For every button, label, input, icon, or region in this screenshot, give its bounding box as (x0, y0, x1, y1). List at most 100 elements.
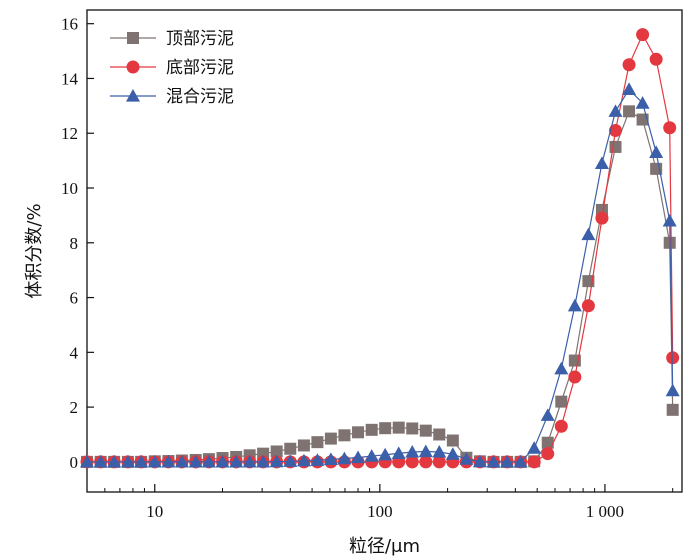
data-point (608, 104, 623, 117)
data-point (609, 140, 622, 153)
data-point (405, 455, 419, 469)
data-point (622, 58, 636, 72)
data-point (636, 113, 649, 126)
series-square (81, 105, 679, 468)
data-point (540, 408, 555, 421)
data-point (595, 211, 609, 225)
data-point (445, 447, 460, 460)
data-point (472, 454, 487, 468)
axes: 0 2 4 6 8 10 12 14 16 10 100 1 000 (61, 15, 674, 521)
y-tick-label: 12 (61, 124, 78, 143)
y-tick-label: 14 (61, 69, 79, 88)
data-point (352, 426, 365, 439)
data-point (188, 454, 203, 468)
data-point (242, 454, 257, 468)
data-point (338, 429, 351, 442)
data-point (486, 454, 501, 468)
data-point (446, 434, 459, 447)
data-point (665, 383, 680, 397)
x-tick-label: 10 (146, 502, 163, 521)
data-point (527, 441, 542, 454)
data-point (554, 419, 568, 433)
x-tick-label: 100 (367, 502, 393, 521)
data-point (419, 424, 432, 437)
data-point (608, 124, 622, 137)
series-triangle (80, 82, 680, 468)
data-point (364, 449, 379, 462)
y-tick-label: 6 (70, 289, 79, 308)
data-point (107, 454, 122, 468)
data-point (649, 52, 663, 66)
data-point (635, 96, 650, 109)
data-point (161, 454, 176, 468)
data-point (405, 445, 420, 458)
data-point (432, 455, 446, 469)
data-point (662, 213, 677, 227)
data-point (459, 452, 474, 465)
legend-item: 顶部污泥 (110, 29, 234, 49)
data-point (324, 432, 337, 445)
data-point (147, 454, 162, 468)
data-point (297, 439, 310, 452)
data-point (554, 361, 569, 375)
data-point (80, 454, 94, 468)
legend-label: 底部污泥 (166, 58, 234, 78)
x-tick-label: 1 000 (586, 502, 624, 521)
data-point (323, 452, 338, 466)
data-point (392, 421, 405, 434)
data-point (270, 445, 283, 458)
data-point (406, 422, 419, 435)
data-point (229, 454, 244, 468)
data-point (134, 454, 149, 468)
data-point (256, 454, 271, 468)
data-point (126, 60, 140, 74)
data-point (351, 450, 366, 464)
data-point (419, 455, 433, 469)
data-point (126, 89, 140, 102)
legend-label: 混合污泥 (166, 87, 234, 107)
data-point (500, 454, 515, 468)
y-tick-label: 16 (61, 15, 78, 34)
data-point (581, 227, 596, 241)
data-point (284, 442, 297, 455)
data-point (513, 454, 528, 468)
data-point (365, 423, 378, 436)
plot-frame (86, 9, 683, 493)
data-point (623, 105, 636, 118)
y-axis-label: 体积分数/% (24, 203, 45, 298)
data-point (311, 436, 324, 449)
data-point (541, 436, 554, 449)
data-point (666, 403, 679, 416)
data-point (269, 454, 284, 468)
data-point (93, 454, 108, 468)
series-layer (80, 28, 680, 469)
data-point (215, 454, 230, 468)
data-point (567, 298, 582, 312)
data-point (127, 32, 139, 44)
y-tick-label: 10 (61, 179, 78, 198)
data-point (622, 82, 637, 96)
data-point (581, 299, 595, 313)
data-point (527, 455, 541, 469)
data-point (174, 454, 189, 468)
data-point (120, 454, 135, 468)
y-tick-label: 8 (70, 234, 79, 253)
y-tick-label: 2 (70, 398, 79, 417)
y-tick-label: 4 (70, 343, 79, 362)
data-point (379, 422, 392, 435)
legend-label: 顶部污泥 (166, 29, 234, 49)
legend-item: 混合污泥 (110, 87, 234, 107)
data-point (418, 444, 433, 458)
data-point (663, 121, 677, 135)
data-point (283, 454, 298, 467)
data-point (568, 370, 582, 384)
x-axis-label: 粒径/μm (349, 536, 420, 557)
legend-item: 底部污泥 (110, 58, 234, 78)
data-point (296, 453, 311, 467)
data-point (636, 28, 650, 42)
data-point (310, 453, 325, 466)
data-point (391, 446, 406, 459)
data-point (378, 447, 393, 461)
